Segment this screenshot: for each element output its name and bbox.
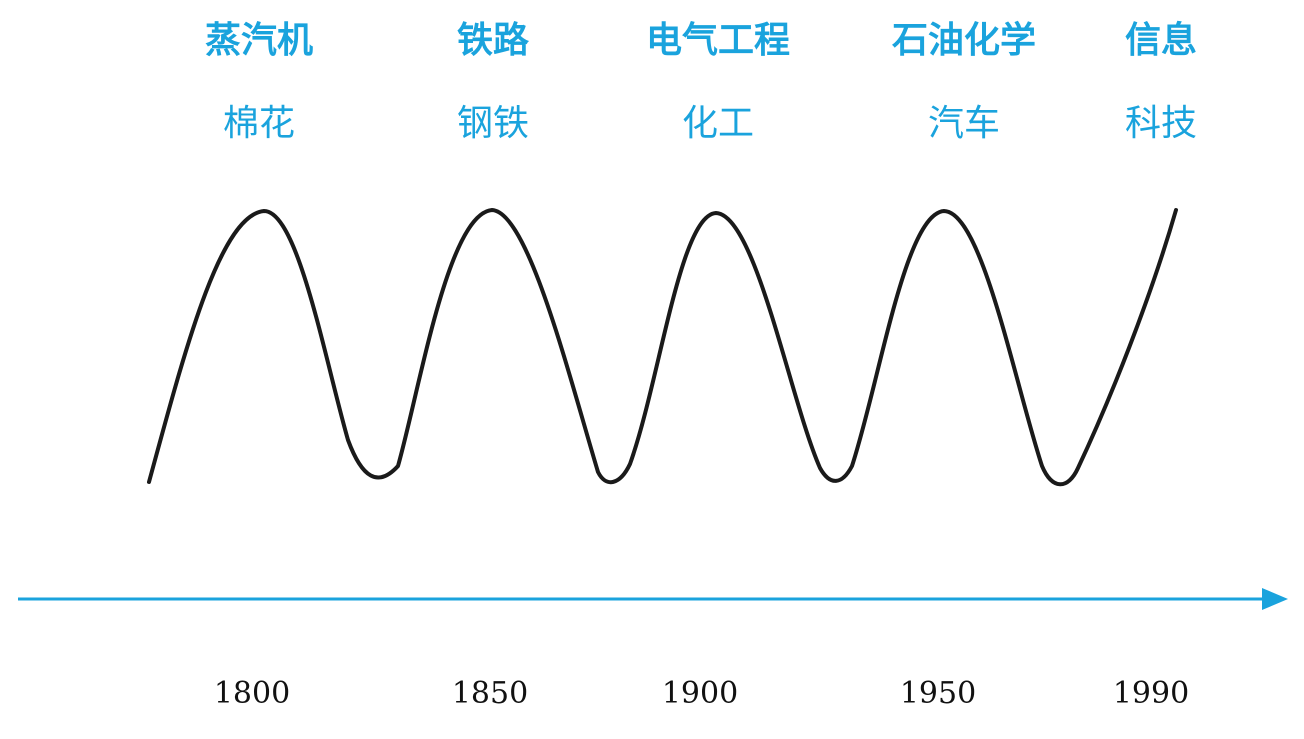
wave-technology-label: 电气工程: [646, 20, 790, 61]
wave-technology-label: 信息: [1125, 20, 1197, 61]
year-label: 1850: [452, 676, 528, 711]
year-label: 1900: [662, 676, 738, 711]
year-label: 1800: [214, 676, 290, 711]
wave-technology-label: 蒸汽机: [205, 20, 313, 61]
year-label: 1950: [900, 676, 976, 711]
wave-curve: [147, 208, 1178, 487]
wave-industry-label: 科技: [1125, 103, 1197, 144]
wave-industry-label: 汽车: [928, 103, 1000, 144]
wave-industry-label: 棉花: [223, 103, 295, 144]
wave-technology-label: 石油化学: [892, 19, 1036, 61]
wave-technology-label: 铁路: [457, 20, 530, 61]
wave-industry-label: 化工: [682, 103, 754, 144]
year-label: 1990: [1113, 676, 1189, 711]
arrow-right-icon: [1262, 588, 1288, 610]
wave-industry-label: 钢铁: [457, 103, 529, 144]
